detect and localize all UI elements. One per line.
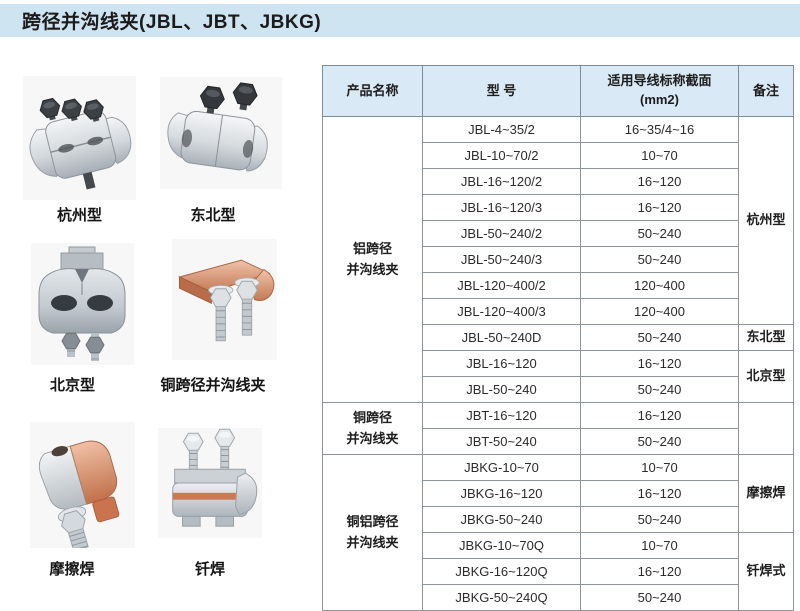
model-cell: JBL-4~35/2 (422, 116, 581, 143)
model-cell: JBL-10~70/2 (422, 142, 581, 169)
section-cell: 16~120 (580, 168, 739, 195)
model-cell: JBKG-50~240 (422, 506, 581, 533)
table-header-row: 产品名称 型 号 适用导线标称截面 (mm2) 备注 (322, 65, 794, 117)
section-cell: 120~400 (580, 298, 739, 325)
model-cell: JBKG-10~70 (422, 454, 581, 481)
table-row: JBL-16~120/2 16~120 (323, 168, 794, 195)
title-bar: 跨径并沟线夹(JBL、JBT、JBKG) (0, 4, 800, 37)
section-cell: 50~240 (580, 324, 739, 351)
model-cell: JBKG-50~240Q (422, 584, 581, 611)
section-cell: 16~35/4~16 (580, 116, 739, 143)
product-photo-hangzhou (23, 76, 136, 200)
remark-cell-blank (738, 402, 794, 455)
header-model: 型 号 (422, 65, 581, 117)
table-row: JBL-50~240D 50~240 东北型 (323, 324, 794, 351)
table-row: JBKG-16~120Q 16~120 (323, 558, 794, 585)
section-cell: 50~240 (580, 428, 739, 455)
table-row: JBKG-50~240 50~240 (323, 506, 794, 533)
model-cell: JBKG-16~120 (422, 480, 581, 507)
section-cell: 10~70 (580, 532, 739, 559)
section-cell: 50~240 (580, 376, 739, 403)
page-title: 跨径并沟线夹(JBL、JBT、JBKG) (22, 12, 322, 33)
section-cell: 120~400 (580, 272, 739, 299)
section-cell: 16~120 (580, 194, 739, 221)
product-name-cell-aluminum: 铝跨径 并沟线夹 (322, 116, 423, 403)
remark-cell-dongbei: 东北型 (738, 324, 794, 351)
table-row: JBT-50~240 50~240 (323, 428, 794, 455)
clamp-hangzhou-illustration (29, 97, 132, 190)
section-cell: 16~120 (580, 350, 739, 377)
model-cell: JBT-50~240 (422, 428, 581, 455)
table-row: JBL-16~120 16~120 北京型 (323, 350, 794, 403)
section-cell: 50~240 (580, 220, 739, 247)
table-row: 铜铝跨径 并沟线夹 JBKG-10~70 10~70 摩擦焊 (322, 454, 794, 611)
clamp-dongbei-illustration (167, 82, 268, 172)
photo-caption-hangzhou: 杭州型 (56, 207, 102, 224)
model-cell: JBL-16~120/3 (422, 194, 581, 221)
remark-cell-friction-weld: 摩擦焊 (738, 454, 794, 533)
photo-caption-brazed: 钎焊 (194, 561, 225, 578)
model-cell: JBKG-10~70Q (422, 532, 581, 559)
section-cell: 50~240 (580, 506, 739, 533)
clamp-beijing-illustration (38, 246, 126, 361)
model-cell: JBL-16~120 (422, 350, 581, 377)
header-section: 适用导线标称截面 (mm2) (580, 65, 739, 117)
header-section-line2: (mm2) (639, 92, 679, 107)
section-cell: 16~120 (580, 402, 739, 429)
section-cell: 16~120 (580, 558, 739, 585)
table-row: JBL-50~240/2 50~240 (323, 220, 794, 247)
header-product-name: 产品名称 (322, 65, 423, 117)
product-name-cell-copper: 铜跨径 并沟线夹 (322, 402, 423, 455)
header-section-line1: 适用导线标称截面 (607, 73, 712, 89)
remark-cell-brazed: 钎焊式 (738, 532, 794, 611)
photo-caption-copper: 铜跨径并沟线夹 (160, 377, 266, 394)
model-cell: JBL-120~400/2 (422, 272, 581, 299)
table-row: JBL-120~400/3 120~400 (323, 298, 794, 325)
photo-caption-beijing: 北京型 (49, 377, 95, 394)
clamp-friction-weld-illustration (38, 440, 120, 548)
table-row: JBL-120~400/2 120~400 (323, 272, 794, 299)
product-photo-beijing (31, 243, 134, 365)
clamp-brazed-illustration (172, 428, 258, 527)
model-cell: JBL-50~240/2 (422, 220, 581, 247)
table-row: 铜跨径 并沟线夹 JBT-16~120 16~120 (322, 402, 794, 455)
model-cell: JBT-16~120 (422, 402, 581, 429)
model-cell: JBL-120~400/3 (422, 298, 581, 325)
remark-cell-beijing: 北京型 (738, 350, 794, 403)
section-cell: 10~70 (580, 142, 739, 169)
model-cell: JBKG-16~120Q (422, 558, 581, 585)
photo-caption-friction-weld: 摩擦焊 (49, 561, 95, 578)
product-photo-brazed (158, 428, 262, 538)
product-name-cell-copper-aluminum: 铜铝跨径 并沟线夹 (322, 454, 423, 611)
table-row: JBL-50~240 50~240 (323, 376, 794, 403)
product-photo-dongbei (160, 77, 282, 189)
section-cell: 50~240 (580, 584, 739, 611)
header-remark: 备注 (738, 65, 794, 117)
section-cell: 10~70 (580, 454, 739, 481)
model-cell: JBL-16~120/2 (422, 168, 581, 195)
section-cell: 16~120 (580, 480, 739, 507)
remark-cell-hangzhou: 杭州型 (738, 116, 794, 325)
spec-table: 产品名称 型 号 适用导线标称截面 (mm2) 备注 铝跨径 并沟线夹 JBL-… (322, 65, 794, 611)
product-spec-table: 产品名称 型 号 适用导线标称截面 (mm2) 备注 铝跨径 并沟线夹 JBL-… (322, 65, 794, 611)
section-cell: 50~240 (580, 246, 739, 273)
model-cell: JBL-50~240D (422, 324, 581, 351)
model-cell: JBL-50~240/3 (422, 246, 581, 273)
table-row: JBL-50~240/3 50~240 (323, 246, 794, 273)
table-row: JBKG-16~120 16~120 (323, 480, 794, 507)
product-photo-copper-clamp (172, 239, 277, 360)
table-row: JBKG-50~240Q 50~240 (323, 584, 794, 611)
clamp-copper-illustration (178, 259, 275, 342)
photo-caption-dongbei: 东北型 (190, 207, 236, 224)
model-cell: JBL-50~240 (422, 376, 581, 403)
product-photo-friction-weld (30, 422, 135, 548)
table-row: 铝跨径 并沟线夹 JBL-4~35/2 16~35/4~16 杭州型 (322, 116, 794, 403)
